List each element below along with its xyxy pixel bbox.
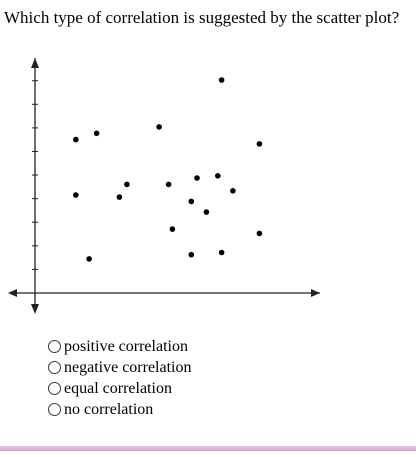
- y-axis-up-arrow-icon: [31, 58, 39, 68]
- data-point: [194, 175, 200, 181]
- plot-axes: [8, 58, 320, 314]
- option-label: negative correlation: [64, 358, 192, 376]
- data-point: [256, 230, 263, 237]
- data-point: [218, 249, 225, 256]
- radio-button-icon[interactable]: [48, 340, 61, 353]
- option-negative-correlation[interactable]: negative correlation: [48, 357, 192, 378]
- data-point: [188, 251, 195, 258]
- data-point: [215, 173, 221, 179]
- data-point: [124, 181, 130, 188]
- data-point: [93, 130, 100, 137]
- option-positive-correlation[interactable]: positive correlation: [48, 336, 192, 357]
- question-text: Which type of correlation is suggested b…: [4, 8, 400, 27]
- data-point: [73, 192, 79, 198]
- data-point: [188, 198, 195, 205]
- data-point: [203, 209, 210, 215]
- y-axis-ticks: [32, 80, 38, 270]
- radio-button-icon[interactable]: [48, 361, 61, 374]
- data-points: [73, 77, 263, 262]
- scatter-plot: [8, 58, 320, 314]
- data-point: [230, 188, 236, 194]
- data-point: [218, 77, 225, 83]
- data-point: [165, 181, 172, 188]
- radio-button-icon[interactable]: [48, 382, 61, 395]
- data-point: [86, 256, 92, 262]
- data-point: [116, 194, 123, 200]
- x-axis-left-arrow-icon: [8, 289, 17, 297]
- data-point: [256, 141, 263, 147]
- answer-options: positive correlation negative correlatio…: [48, 336, 192, 420]
- option-label: no correlation: [64, 400, 154, 418]
- y-axis-down-arrow-icon: [31, 304, 39, 314]
- option-equal-correlation[interactable]: equal correlation: [48, 378, 192, 399]
- data-point: [156, 124, 162, 130]
- x-axis-right-arrow-icon: [311, 289, 320, 297]
- data-point: [169, 226, 176, 232]
- option-no-correlation[interactable]: no correlation: [48, 399, 192, 420]
- radio-button-icon[interactable]: [48, 403, 61, 416]
- option-label: positive correlation: [64, 337, 188, 355]
- option-label: equal correlation: [64, 379, 172, 397]
- data-point: [73, 136, 79, 143]
- footer-divider: [0, 446, 416, 451]
